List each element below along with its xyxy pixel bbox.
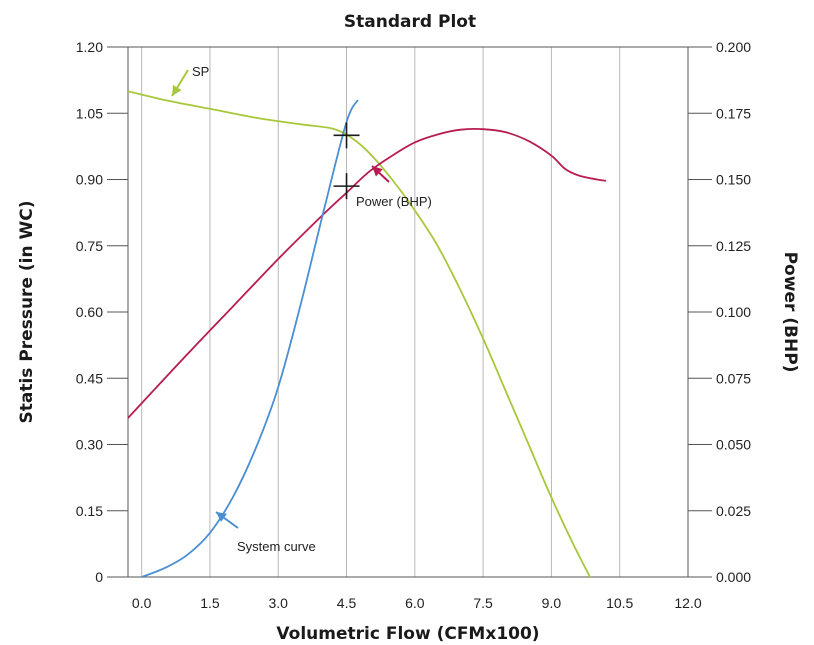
x-tick-label: 12.0 xyxy=(674,595,701,611)
annotations: SP Power (BHP) System curve xyxy=(171,64,432,554)
crosshair-marker xyxy=(333,122,360,149)
x-tick-label: 3.0 xyxy=(269,595,289,611)
left-tick-label: 0.30 xyxy=(76,437,103,453)
crosshair-marker xyxy=(333,173,360,200)
x-tick-label: 6.0 xyxy=(405,595,425,611)
vertical-gridlines xyxy=(141,47,621,577)
sp-annotation: SP xyxy=(192,64,209,79)
left-tick-label: 1.20 xyxy=(76,39,103,55)
x-axis-title: Volumetric Flow (CFMx100) xyxy=(276,624,539,644)
series-line-system-curve xyxy=(141,99,359,577)
x-tick-label: 10.5 xyxy=(606,595,633,611)
plot-frame xyxy=(127,46,689,578)
right-tick-label: 0.150 xyxy=(716,172,751,188)
right-axis-ticks: 0.000 0.025 0.050 0.075 0.100 0.125 0.150 0.175… xyxy=(688,39,751,585)
series-line-power-bhp xyxy=(128,128,607,419)
chart-title: Standard Plot xyxy=(344,12,476,32)
left-tick-label: 0.90 xyxy=(76,172,103,188)
series-line-sp xyxy=(128,90,592,577)
left-tick-label: 0.15 xyxy=(76,503,103,519)
x-tick-label: 7.5 xyxy=(473,595,493,611)
power-arrow xyxy=(371,165,390,183)
sp-arrow xyxy=(171,69,189,97)
x-tick-label: 4.5 xyxy=(337,595,357,611)
right-axis-title: Power (BHP) xyxy=(780,252,800,373)
system-curve-arrow xyxy=(215,511,239,529)
right-tick-label: 0.175 xyxy=(716,105,751,121)
right-tick-label: 0.125 xyxy=(716,238,751,254)
power-annotation: Power (BHP) xyxy=(356,194,432,209)
left-axis-ticks: 0 0.15 0.30 0.45 0.60 0.75 0.90 1.05 1.20 xyxy=(76,39,128,585)
right-tick-label: 0.025 xyxy=(716,503,751,519)
right-tick-label: 0.050 xyxy=(716,437,751,453)
left-tick-label: 0.60 xyxy=(76,304,103,320)
left-tick-label: 1.05 xyxy=(76,105,103,121)
left-tick-label: 0 xyxy=(95,569,103,585)
right-tick-label: 0.200 xyxy=(716,39,751,55)
left-tick-label: 0.45 xyxy=(76,370,103,386)
system-curve-annotation: System curve xyxy=(237,539,316,554)
left-tick-label: 0.75 xyxy=(76,238,103,254)
x-axis-ticks: 0.0 1.5 3.0 4.5 6.0 7.5 9.0 10.5 12.0 xyxy=(132,595,702,611)
x-tick-label: 9.0 xyxy=(542,595,562,611)
right-tick-label: 0.100 xyxy=(716,304,751,320)
x-tick-label: 1.5 xyxy=(200,595,220,611)
series-group xyxy=(128,90,607,577)
right-tick-label: 0.075 xyxy=(716,370,751,386)
x-tick-label: 0.0 xyxy=(132,595,152,611)
right-tick-label: 0.000 xyxy=(716,569,751,585)
left-axis-title: Statis Pressure (in WC) xyxy=(17,201,37,424)
